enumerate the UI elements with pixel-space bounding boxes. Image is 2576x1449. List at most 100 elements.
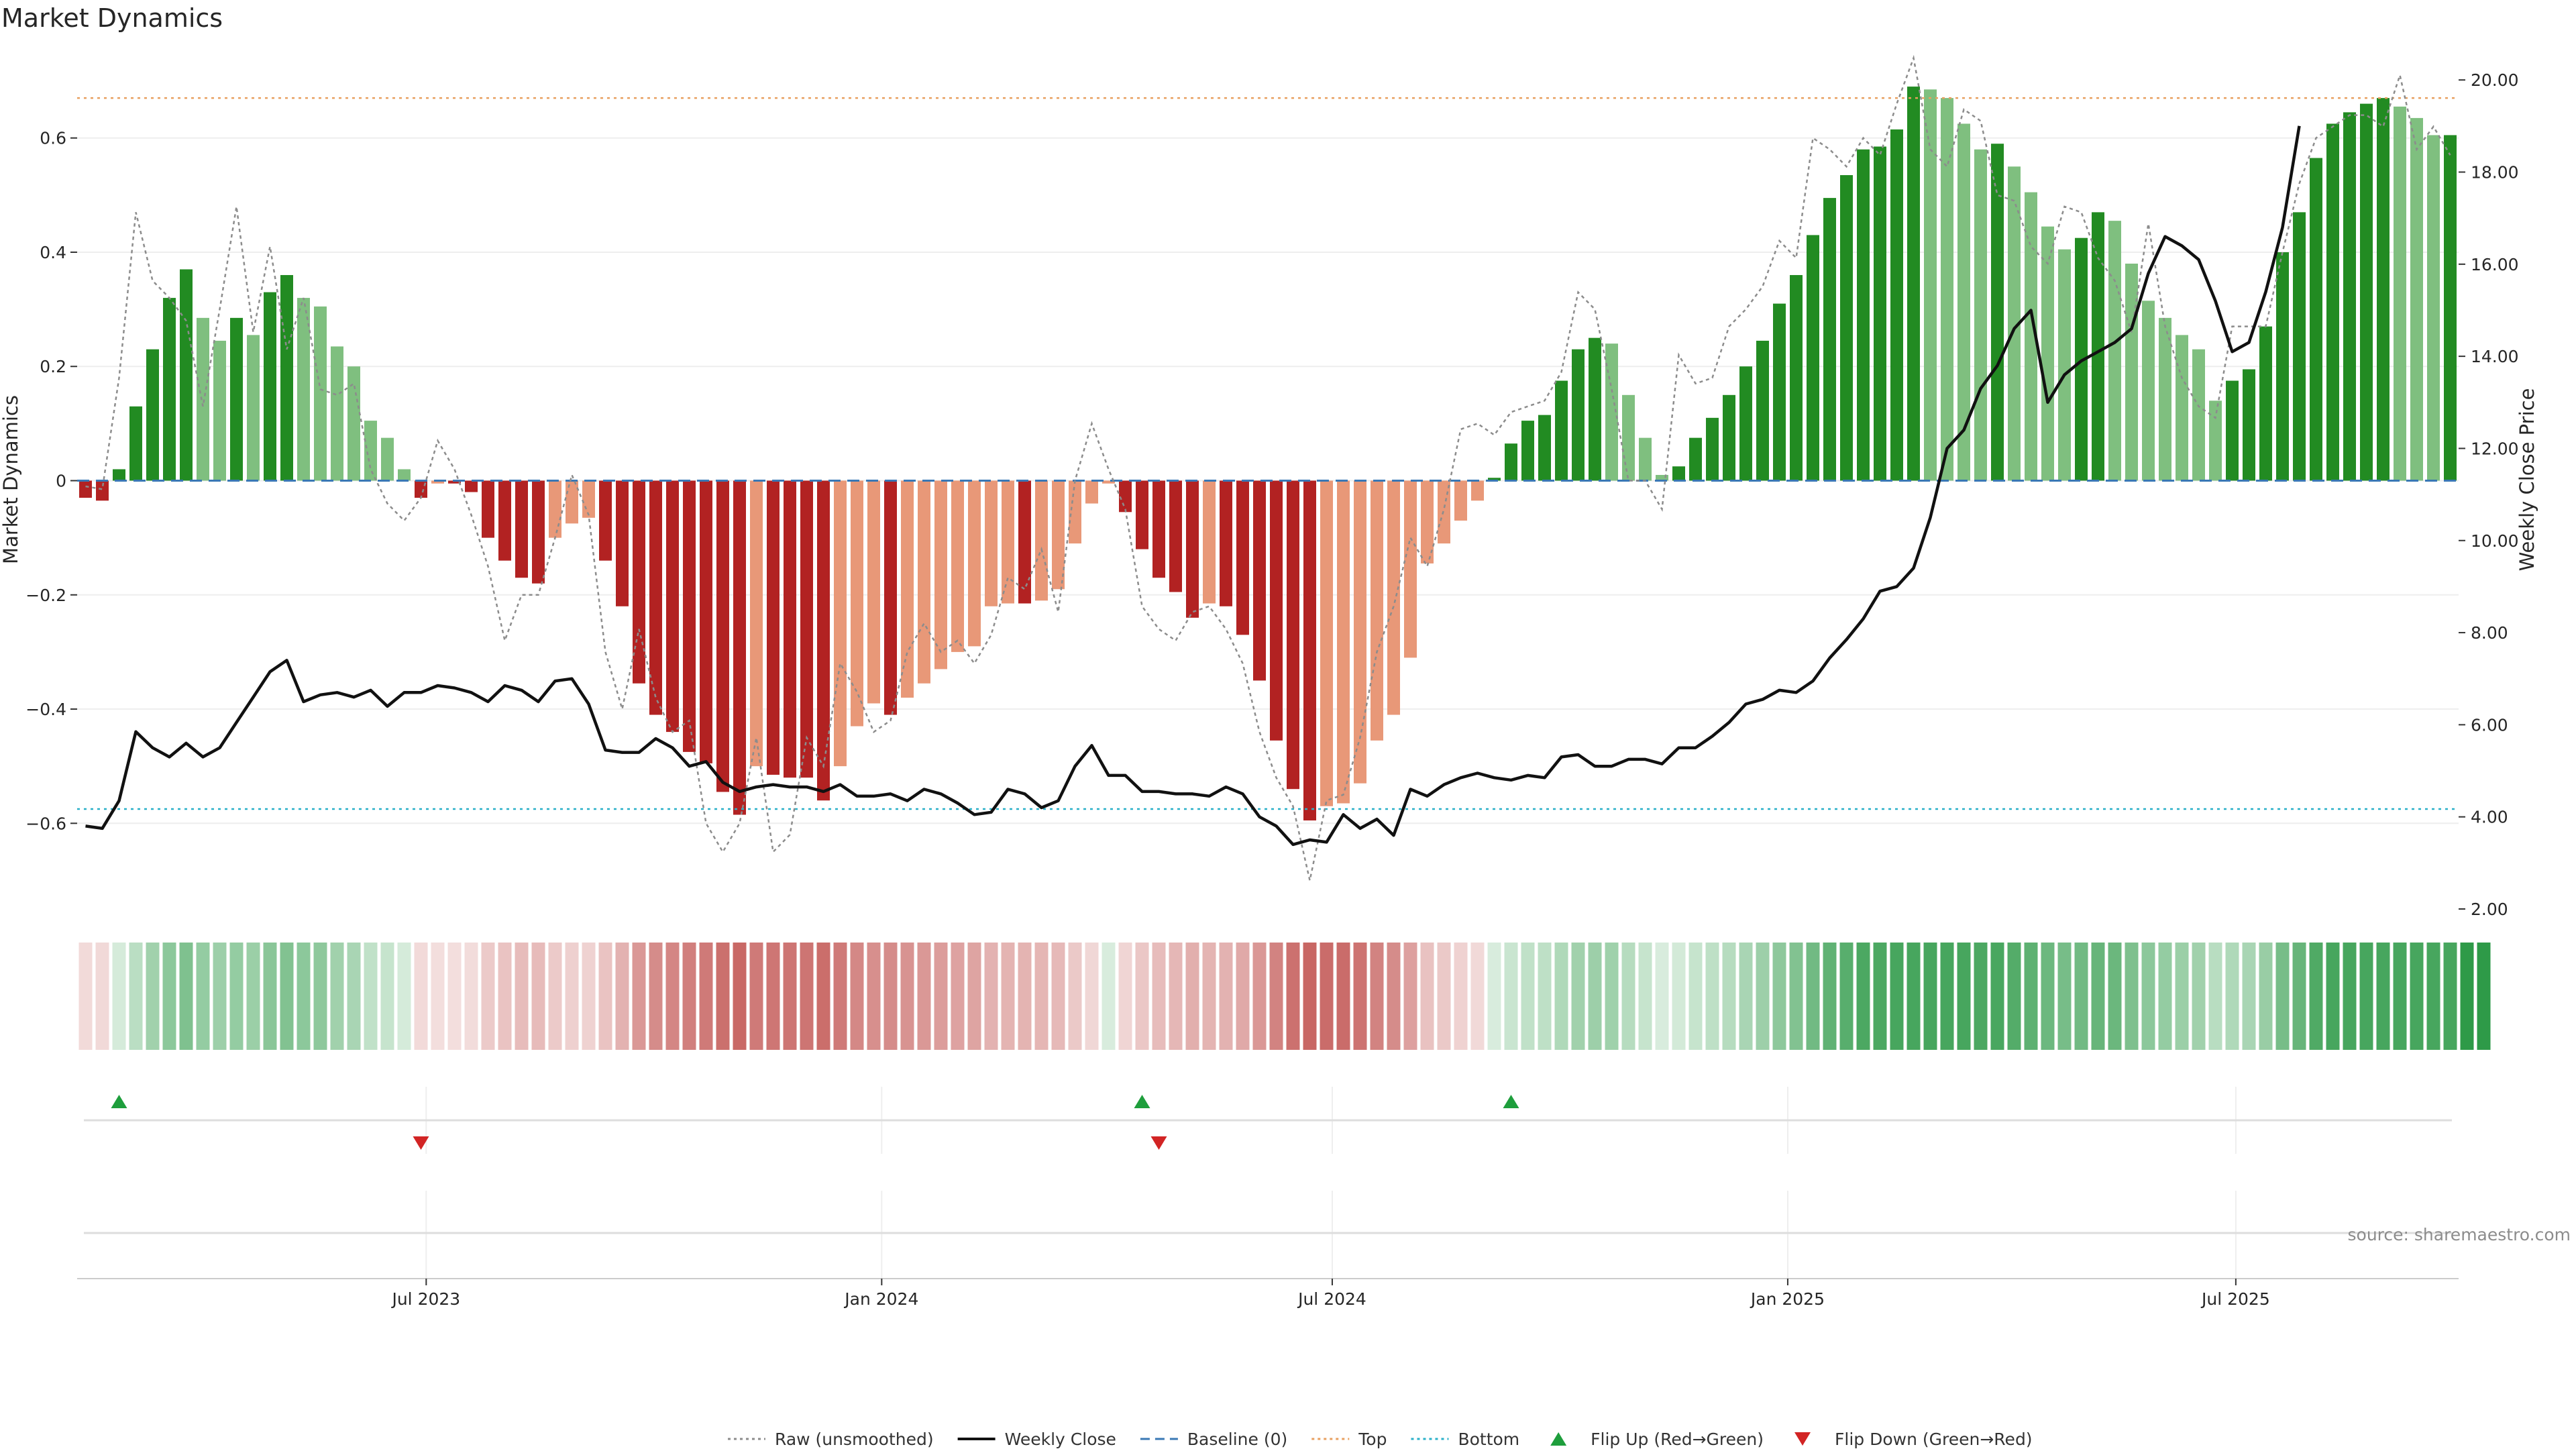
md-bar [1220, 480, 1232, 606]
heat-cell [682, 943, 696, 1050]
md-bar [2226, 380, 2239, 481]
heat-cell [1470, 943, 1485, 1050]
heat-cell [934, 943, 948, 1050]
md-bar [1488, 478, 1501, 481]
md-bar [2142, 301, 2155, 481]
md-bar [1723, 394, 1735, 481]
x-tick-label: Jul 2024 [1297, 1289, 1366, 1309]
md-bar [1840, 175, 1853, 481]
md-bar [448, 480, 461, 484]
heat-cell [665, 943, 680, 1050]
heat-cell [313, 943, 327, 1050]
heat-cell [2091, 943, 2105, 1050]
md-bar [1136, 480, 1148, 549]
heat-cell [2108, 943, 2122, 1050]
md-bar [716, 480, 729, 792]
md-bar [163, 298, 176, 481]
heat-cell [414, 943, 428, 1050]
md-bar [683, 480, 696, 752]
right-tick-label: 8.00 [2471, 623, 2508, 643]
md-bar [2259, 326, 2272, 481]
md-bar [1656, 474, 1668, 481]
md-bar [1152, 480, 1165, 578]
heat-cell [246, 943, 260, 1050]
md-bar [1337, 480, 1350, 804]
heat-cell [733, 943, 747, 1050]
heat-cell [967, 943, 981, 1050]
right-tick-label: 16.00 [2471, 255, 2519, 274]
md-bar [79, 480, 92, 498]
heat-cell [1806, 943, 1820, 1050]
heat-cell [347, 943, 361, 1050]
md-bar [1505, 443, 1517, 481]
md-bar [2025, 192, 2037, 481]
md-bar [566, 480, 578, 524]
heat-cell [1152, 943, 1166, 1050]
md-bar [1773, 303, 1786, 481]
md-bar [800, 480, 813, 778]
md-bar [2192, 349, 2205, 481]
right-tick-label: 18.00 [2471, 163, 2519, 182]
heat-cell [582, 943, 596, 1050]
heat-cell [2242, 943, 2256, 1050]
md-bar [1404, 480, 1417, 658]
legend-label: Weekly Close [1005, 1430, 1116, 1449]
md-bar [2276, 252, 2289, 481]
md-bar [498, 480, 511, 561]
legend-label: Raw (unsmoothed) [775, 1430, 934, 1449]
md-bar [2209, 400, 2222, 481]
md-bar [1823, 198, 1836, 481]
md-bar [1924, 89, 1937, 481]
legend: Raw (unsmoothed) Weekly Close Baseline (0)… [728, 1430, 2033, 1449]
heat-cell [2309, 943, 2323, 1050]
md-bar [633, 480, 645, 684]
md-bar [2092, 212, 2104, 481]
heat-cell [1437, 943, 1451, 1050]
md-bar [2125, 263, 2138, 481]
legend-item: Flip Up (Red→Green) [1550, 1430, 1764, 1449]
md-bar [985, 480, 998, 606]
md-bar [1253, 480, 1266, 681]
heat-cell [1940, 943, 1954, 1050]
md-bar [1807, 235, 1819, 481]
legend-label: Baseline (0) [1187, 1430, 1287, 1449]
heat-cell [1722, 943, 1736, 1050]
right-tick-label: 6.00 [2471, 715, 2508, 735]
heat-cell [1705, 943, 1719, 1050]
flip-down-marker [413, 1136, 429, 1150]
md-bar [1354, 480, 1366, 784]
md-bar [1102, 480, 1115, 484]
md-bar [96, 480, 109, 501]
md-bar [851, 480, 863, 727]
md-bar [197, 317, 209, 481]
heat-cell [263, 943, 277, 1050]
heat-cell [565, 943, 579, 1050]
heat-cell [598, 943, 612, 1050]
heat-cell [2125, 943, 2139, 1050]
heat-cell [1823, 943, 1837, 1050]
heat-cell [78, 943, 93, 1050]
heat-cell [1789, 943, 1803, 1050]
md-bar [2427, 135, 2440, 481]
heat-cell [2158, 943, 2172, 1050]
md-bar [264, 292, 276, 481]
md-bar [1203, 480, 1216, 604]
left-tick-label: 0.2 [40, 357, 66, 376]
left-tick-label: 0 [56, 472, 66, 491]
md-bar [1303, 480, 1316, 821]
heat-cell [2460, 943, 2474, 1050]
md-bar [1169, 480, 1182, 592]
md-bar [700, 480, 712, 763]
md-bar [1622, 394, 1635, 481]
md-bar [1270, 480, 1283, 741]
md-bar [1454, 480, 1467, 521]
heat-cell [2208, 943, 2222, 1050]
heat-cell [1890, 943, 1904, 1050]
heat-cell [1588, 943, 1602, 1050]
md-bar [582, 480, 595, 518]
heat-cell [481, 943, 495, 1050]
md-bar [1890, 129, 1903, 481]
md-bar [314, 306, 327, 481]
heat-cell [1923, 943, 1937, 1050]
